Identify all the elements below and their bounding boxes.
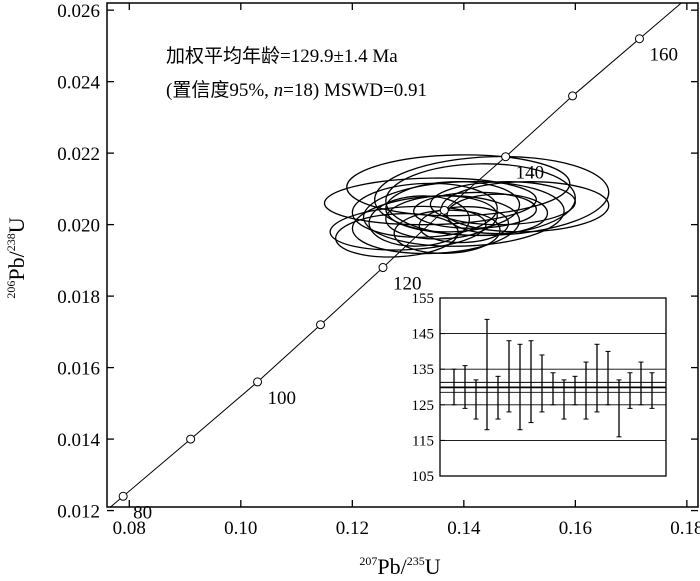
y-tick-label-6: 0.024 [57,73,100,94]
inset-y-tick-label-4: 145 [412,327,435,343]
y-tick-label-3: 0.018 [57,287,100,308]
concordia-age-marker-160 [634,34,644,44]
concordia-age-marker-150 [568,91,578,101]
axes: 0.08 0.10 0.12 0.14 0.16 0.18 0.012 0.014 0.016 0… [57,1,700,539]
inset-y-tick-label-3: 135 [412,362,435,378]
concordia-age-marker-130 [439,205,449,215]
inset-y-tick-label-1: 115 [412,433,434,449]
error-ellipse-9 [385,195,498,240]
x-tick-label-3: 0.14 [447,518,481,539]
plot-frame [106,2,699,508]
inset-y-tick-label-5: 155 [412,291,435,307]
y-tick-label-7: 0.026 [57,1,100,22]
error-ellipse-18 [351,182,498,238]
weighted-mean-age-annotation: 加权平均年龄=129.9±1.4 Ma [166,45,398,67]
error-ellipse-17 [446,193,549,235]
inset-y-tick-label-2: 125 [412,398,435,414]
error-ellipse-1 [323,177,537,226]
concordia-age-marker-80 [118,491,128,501]
error-ellipse-12 [418,206,510,244]
concordia-age-label-160: 160 [649,45,678,66]
y-axis-title: 206Pb/238U [4,217,29,298]
error-ellipse-11 [368,195,471,247]
confidence-mswd-annotation: (置信度95%, n=18) MSWD=0.91 [166,79,427,101]
error-ellipse-15 [385,163,576,237]
x-tick-label-4: 0.16 [559,518,592,539]
concordia-age-marker-90 [186,434,196,444]
x-axis-title: 207Pb/235U [359,554,440,579]
y-tick-label-1: 0.014 [57,430,100,451]
error-ellipse-2 [346,154,571,217]
error-ellipse-7 [385,180,521,233]
concordia-age-marker-110 [316,320,326,330]
error-ellipse-14 [335,213,459,258]
x-tick-label-5: 0.18 [670,518,700,539]
concordia-age-label-140: 140 [516,163,545,184]
x-tick-label-1: 0.10 [224,518,257,539]
concordia-age-label-100: 100 [268,388,297,409]
y-tick-label-5: 0.022 [57,144,100,165]
concordia-age-marker-100 [253,377,263,387]
y-tick-label-4: 0.020 [57,216,100,237]
error-ellipses [323,154,610,258]
y-tick-label-2: 0.016 [57,359,100,380]
x-tick-label-0: 0.08 [113,518,146,539]
concordia-age-marker-140 [501,152,511,162]
concordia-age-marker-120 [378,263,388,273]
concordia-age-label-120: 120 [393,274,422,295]
y-tick-label-0: 0.012 [57,502,100,523]
x-tick-label-2: 0.12 [336,518,369,539]
inset-y-tick-label-0: 105 [412,469,435,485]
weighted-mean-inset: 105 115 125 135 145 155 [412,291,667,485]
